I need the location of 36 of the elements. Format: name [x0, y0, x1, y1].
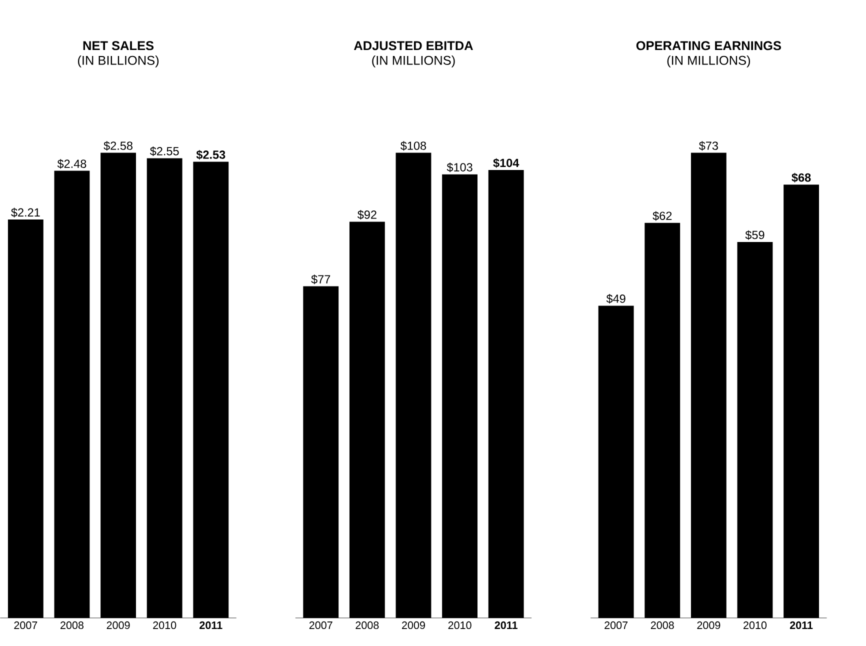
x-tick-label: 2007 — [604, 622, 628, 630]
x-tick-label: 2008 — [60, 622, 84, 630]
data-label: $103 — [446, 162, 472, 172]
data-label: $2.21 — [11, 208, 40, 218]
x-tick-label: 2009 — [697, 622, 720, 630]
data-label: $92 — [357, 210, 376, 220]
x-tick-label: 2010 — [448, 622, 472, 630]
data-label: $68 — [792, 173, 811, 183]
data-label: $2.53 — [196, 150, 226, 160]
data-label: $77 — [311, 274, 330, 284]
x-tick-label: 2007 — [309, 622, 332, 630]
x-tick-label: 2010 — [153, 622, 176, 630]
x-tick-label: 2009 — [402, 622, 425, 630]
data-label: $2.58 — [104, 141, 132, 151]
chart-subtitle: (IN BILLIONS) — [78, 56, 159, 68]
data-label: $62 — [652, 211, 672, 221]
data-label: $104 — [493, 158, 520, 168]
chart-subtitle: (IN MILLIONS) — [372, 56, 455, 68]
data-label: $2.55 — [150, 146, 179, 156]
chart-title: OPERATING EARNINGS — [636, 41, 781, 50]
data-label: $59 — [745, 230, 764, 240]
data-label: $73 — [698, 141, 718, 151]
x-tick-label: 2008 — [356, 622, 379, 630]
x-tick-label: 2007 — [14, 622, 38, 630]
chart-title: NET SALES — [83, 41, 154, 50]
x-tick-label: 2011 — [200, 622, 222, 630]
data-label: $49 — [606, 294, 626, 304]
x-tick-label: 2011 — [790, 622, 813, 630]
x-tick-label: 2011 — [494, 622, 518, 630]
x-tick-label: 2008 — [650, 622, 674, 630]
chart-subtitle: (IN MILLIONS) — [667, 56, 750, 68]
chart-title: ADJUSTED EBITDA — [354, 41, 473, 50]
data-label: $108 — [400, 141, 426, 151]
x-tick-label: 2010 — [744, 622, 767, 630]
x-tick-label: 2009 — [106, 622, 130, 630]
data-label: $2.48 — [57, 159, 86, 169]
